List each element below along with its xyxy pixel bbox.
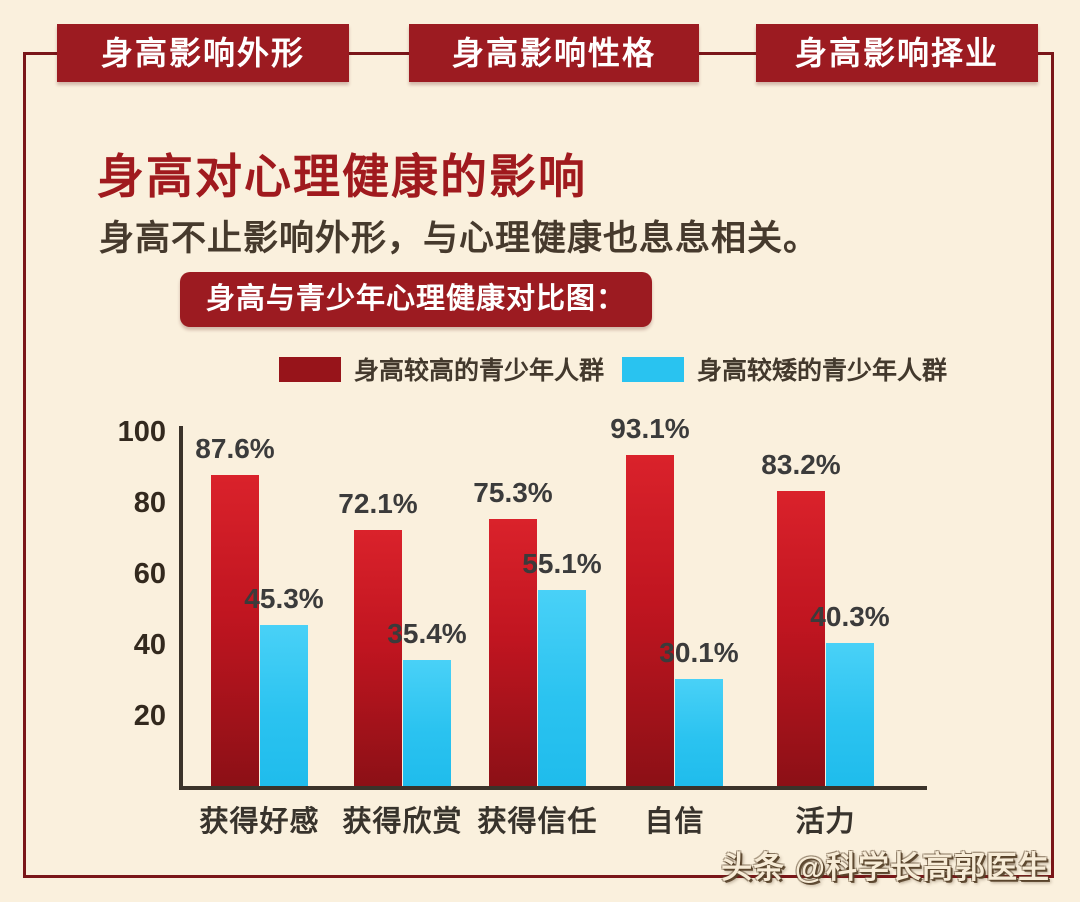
x-axis-category-label: 获得信任 bbox=[477, 806, 598, 838]
page-title: 身高对心理健康的影响 bbox=[97, 150, 587, 203]
legend-swatch-icon bbox=[622, 356, 685, 382]
bar-shorter-group-1 bbox=[260, 625, 308, 786]
legend-label: 身高较高的青少年人群 bbox=[354, 357, 605, 385]
y-axis-line bbox=[179, 426, 183, 790]
legend-item-taller: 身高较高的青少年人群 bbox=[279, 351, 604, 387]
y-axis-tick-label: 100 bbox=[117, 416, 166, 448]
y-axis-tick-label: 80 bbox=[133, 487, 166, 519]
x-axis-line bbox=[179, 786, 927, 790]
y-axis-tick-label: 20 bbox=[133, 700, 166, 732]
bar-value-label: 83.2% bbox=[761, 449, 841, 480]
y-axis-tick-label: 60 bbox=[133, 558, 166, 590]
tab-height-affects-career[interactable]: 身高影响择业 bbox=[756, 24, 1038, 82]
bar-shorter-group-3 bbox=[538, 590, 586, 786]
chart-legend: 身高较高的青少年人群 身高较矮的青少年人群 bbox=[279, 351, 947, 387]
bar-value-label: 40.3% bbox=[810, 601, 890, 632]
bar-value-label: 72.1% bbox=[338, 488, 418, 519]
x-axis-category-label: 自信 bbox=[644, 806, 705, 838]
bar-shorter-group-5 bbox=[826, 643, 874, 786]
bar-value-label: 87.6% bbox=[195, 433, 275, 464]
x-axis-category-label: 获得好感 bbox=[199, 806, 320, 838]
bar-shorter-group-4 bbox=[675, 679, 723, 786]
watermark-author: 头条 @科学长高郭医生 bbox=[721, 850, 1050, 885]
bar-value-label: 35.4% bbox=[387, 618, 467, 649]
x-axis-category-label: 活力 bbox=[795, 806, 856, 838]
legend-swatch-icon bbox=[279, 356, 341, 382]
legend-item-shorter: 身高较矮的青少年人群 bbox=[622, 351, 947, 387]
page-subtitle: 身高不止影响外形，与心理健康也息息相关。 bbox=[99, 219, 820, 258]
tab-height-affects-appearance[interactable]: 身高影响外形 bbox=[57, 24, 349, 82]
bar-value-label: 55.1% bbox=[522, 548, 602, 579]
x-axis-category-label: 获得欣赏 bbox=[342, 806, 463, 838]
legend-label: 身高较矮的青少年人群 bbox=[697, 357, 948, 385]
bar-taller-group-1 bbox=[211, 475, 259, 786]
y-axis-tick-label: 40 bbox=[133, 629, 166, 661]
bar-value-label: 93.1% bbox=[610, 413, 690, 444]
bar-taller-group-3 bbox=[489, 519, 537, 786]
bar-taller-group-2 bbox=[354, 530, 402, 786]
bar-value-label: 75.3% bbox=[473, 477, 553, 508]
bar-taller-group-5 bbox=[777, 491, 825, 786]
chart-title-badge: 身高与青少年心理健康对比图： bbox=[180, 272, 653, 327]
bar-value-label: 45.3% bbox=[244, 583, 324, 614]
tab-height-affects-personality[interactable]: 身高影响性格 bbox=[409, 24, 699, 82]
bar-value-label: 30.1% bbox=[659, 637, 739, 668]
bar-shorter-group-2 bbox=[403, 660, 451, 786]
bar-taller-group-4 bbox=[626, 455, 674, 786]
